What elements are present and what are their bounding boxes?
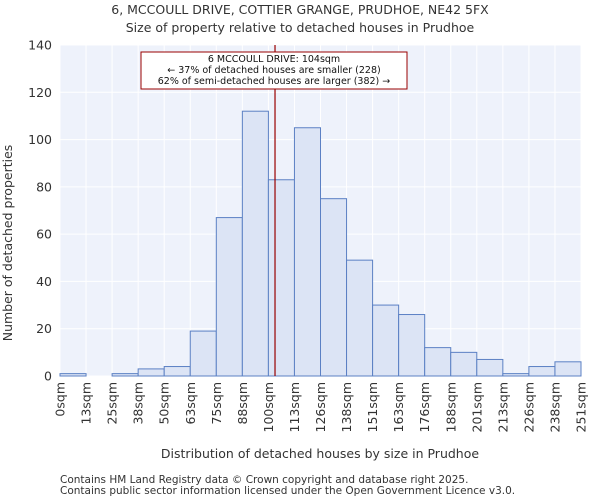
x-tick-label: 138sqm [339,382,354,432]
histogram-bar [137,368,165,377]
annotation-box: 6 MCCOULL DRIVE: 104sqm ← 37% of detache… [140,51,408,90]
y-tick-label: 80 [36,179,52,194]
x-tick-label: 25sqm [105,382,120,425]
histogram-bar [554,361,582,377]
annotation-line-2: ← 37% of detached houses are smaller (22… [167,65,380,76]
y-tick-label: 20 [36,321,52,336]
histogram-bar [346,259,374,377]
histogram-bars [59,110,582,377]
histogram-bar [476,358,504,377]
x-tick-label: 100sqm [261,382,276,432]
x-tick-label: 13sqm [79,382,94,425]
y-tick-label: 60 [36,227,52,242]
y-tick-label: 100 [28,132,52,147]
footer-line-1: Contains HM Land Registry data © Crown c… [60,474,468,486]
histogram-bar [163,366,191,377]
x-tick-label: 176sqm [417,382,432,432]
x-tick-label: 113sqm [287,382,302,432]
histogram-bar [450,351,478,377]
x-axis-title: Distribution of detached houses by size … [161,446,479,461]
x-tick-label: 75sqm [209,382,224,425]
y-tick-label: 0 [44,369,52,384]
histogram-bar [241,110,269,377]
histogram-bar [502,373,530,377]
x-tick-label: 151sqm [365,382,380,432]
x-axis-ticks: 0sqm 13sqm 25sqm 38sqm 50sqm 63sqm 75sqm 88sqm 1… [53,382,589,432]
chart-title: 6, MCCOULL DRIVE, COTTIER GRANGE, PRUDHO… [111,2,489,17]
histogram-bar [424,347,452,377]
histogram-bar [398,314,426,377]
x-tick-label: 163sqm [391,382,406,432]
histogram-bar [111,373,139,377]
y-tick-label: 140 [28,38,52,53]
y-tick-label: 40 [36,274,52,289]
annotation-border [140,51,408,90]
y-axis-title: Number of detached properties [0,145,15,342]
histogram-bar [320,198,348,377]
y-tick-label: 120 [28,85,52,100]
footer-line-2: Contains public sector information licen… [60,485,515,497]
annotation-line-1: 6 MCCOULL DRIVE: 104sqm [208,54,340,65]
x-tick-label: 238sqm [547,382,562,432]
x-tick-label: 226sqm [521,382,536,432]
x-tick-label: 63sqm [183,382,198,425]
x-tick-label: 201sqm [469,382,484,432]
annotation-line-3: 62% of semi-detached houses are larger (… [158,76,391,87]
x-tick-label: 0sqm [53,382,68,417]
x-tick-label: 88sqm [235,382,250,425]
x-tick-label: 50sqm [157,382,172,425]
histogram-bar [59,373,87,377]
x-tick-label: 38sqm [131,382,146,425]
histogram-bar [372,304,400,377]
histogram-bar [528,366,556,377]
x-tick-label: 188sqm [443,382,458,432]
histogram-bar [189,330,217,377]
histogram-bar [215,217,243,377]
x-tick-label: 251sqm [574,382,589,432]
chart-subtitle: Size of property relative to detached ho… [126,20,475,35]
x-tick-label: 213sqm [495,382,510,432]
histogram-bar [293,127,322,377]
y-axis-ticks: 0 20 40 60 80 100 120 140 [28,38,52,384]
x-tick-label: 126sqm [313,382,328,432]
histogram-bar [267,179,295,377]
